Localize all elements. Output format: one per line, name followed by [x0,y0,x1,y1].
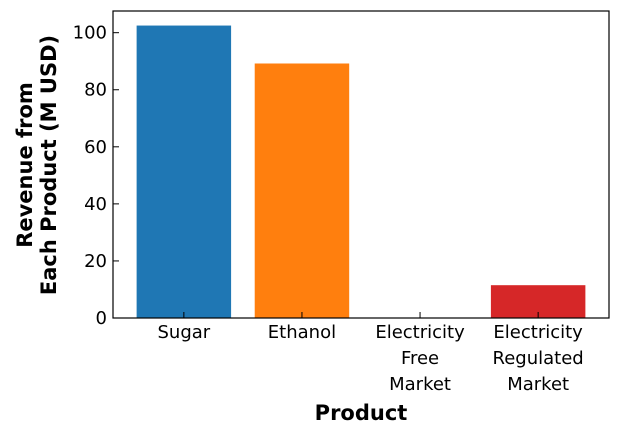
x-tick-label-1: Ethanol [268,322,336,343]
y-tick-label-5: 100 [73,23,107,44]
y-tick-label-3: 60 [84,137,107,158]
x-tick-label-3-line-0: Electricity [493,322,583,343]
x-tick-label-2-line-2: Market [389,374,451,395]
y-tick-label-1: 20 [84,251,107,272]
plot-frame [112,10,610,319]
x-tick-label-3-line-1: Regulated [493,348,584,369]
x-tick-label-0-line-0: Sugar [158,322,211,343]
y-axis-title-line-1: Revenue from [13,82,37,248]
y-tick-label-0: 0 [96,308,107,329]
x-axis-ticks: Sugar Ethanol Electricity Free MarketElectri… [158,312,584,395]
y-axis-title-line-2: Each Product (M USD) [37,35,61,295]
x-tick-label-2-line-0: Electricity [375,322,465,343]
x-tick-label-1-line-0: Ethanol [268,322,336,343]
x-tick-label-0: Sugar [158,322,211,343]
bars-group [136,25,586,319]
x-tick-label-2-line-1: Free [401,348,439,369]
bar-1 [254,63,350,319]
y-tick-label-2: 40 [84,194,107,215]
bar-0 [136,25,232,318]
x-tick-label-2: Electricity Free Market [375,322,465,395]
x-tick-label-3-line-2: Market [507,374,569,395]
y-tick-label-4: 80 [84,80,107,101]
x-tick-label-3: Electricity Regulated Market [493,322,584,395]
x-axis-title: Product [315,401,408,425]
